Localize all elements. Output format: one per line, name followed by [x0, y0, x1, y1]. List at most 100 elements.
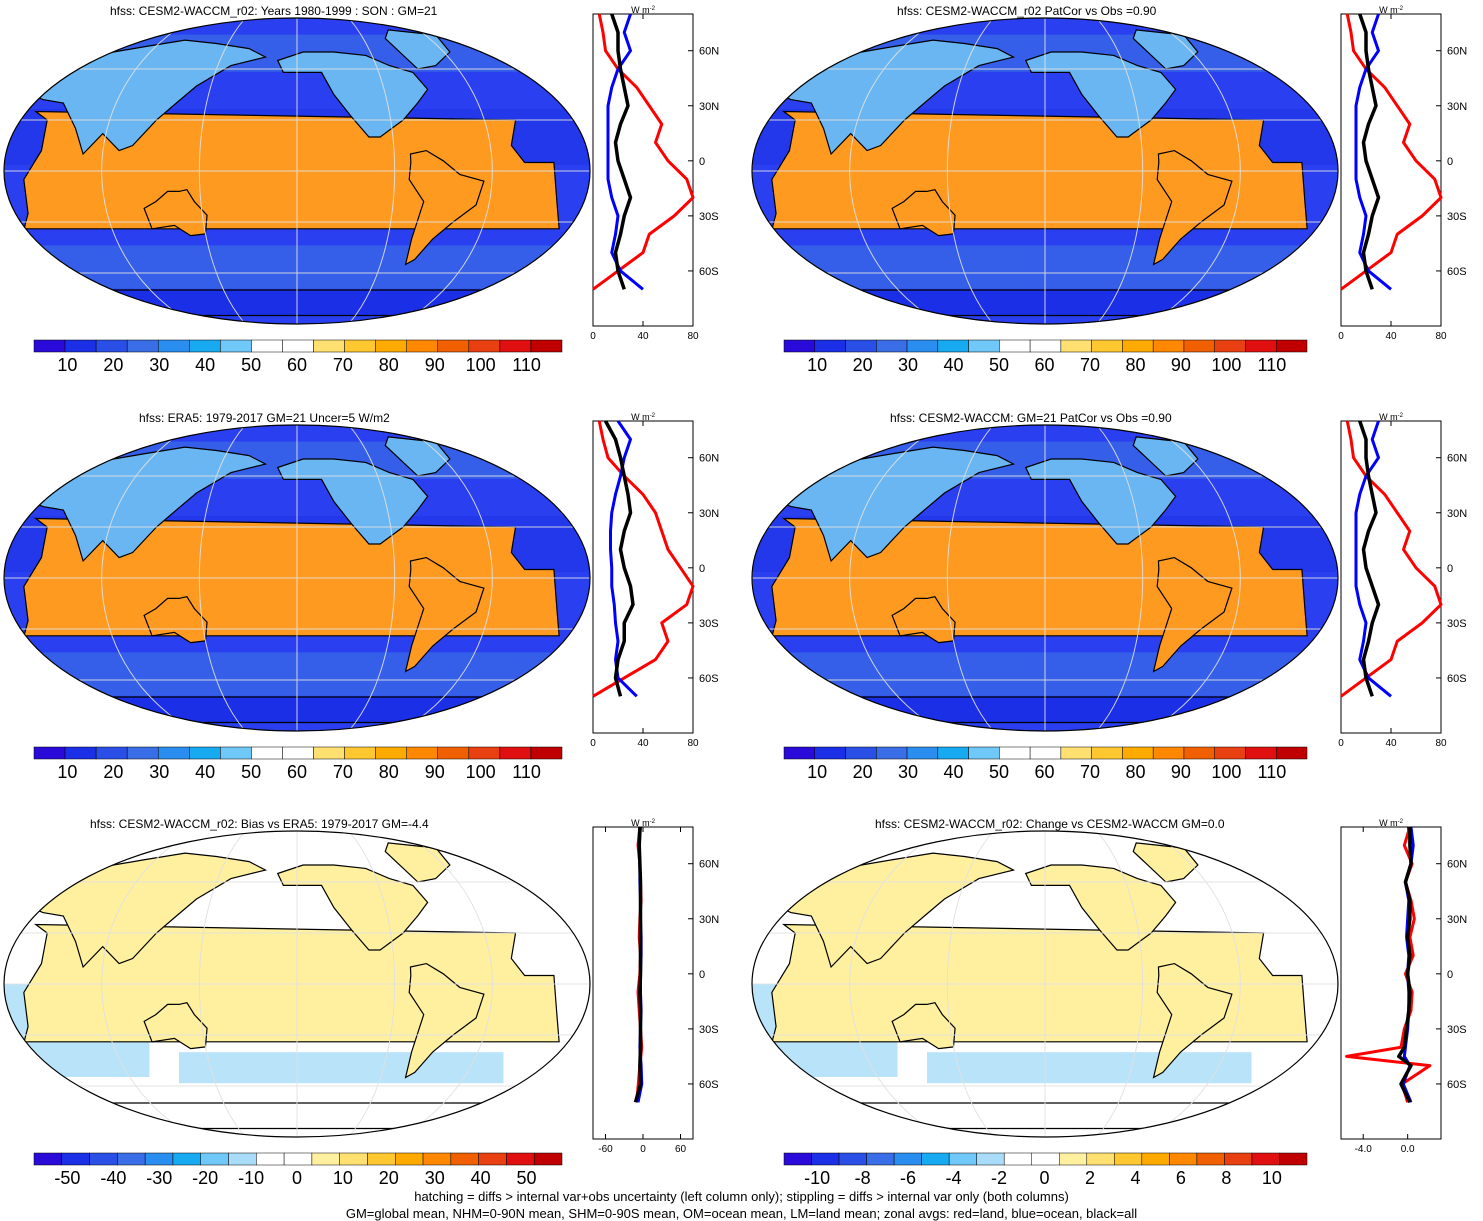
zonal-line-all — [1397, 827, 1413, 1104]
colorbar-swatch — [344, 339, 376, 353]
colorbar-swatch — [126, 746, 159, 760]
colorbar-swatch — [1183, 746, 1215, 760]
colorbar-swatch — [1224, 1152, 1253, 1166]
colorbar-swatch — [1059, 1152, 1088, 1166]
colorbar-swatch — [1091, 339, 1123, 353]
continent-south-america — [404, 962, 485, 1079]
zonal-line-land — [1340, 13, 1443, 291]
colorbar-tick-label: 90 — [424, 762, 445, 782]
colorbar-tick-label: -20 — [192, 1168, 219, 1188]
longitude-line — [1148, 831, 1241, 1137]
map-field — [4, 831, 590, 1137]
zonal-ytick-label: 0 — [1447, 563, 1453, 575]
colorbar-tick-label: -30 — [146, 1168, 173, 1188]
zonal-unit-sup: -2 — [1398, 6, 1404, 12]
colorbar — [783, 1152, 1308, 1166]
colorbar-tick-label: 20 — [378, 1168, 399, 1188]
zonal-ytick-label: 30S — [699, 1024, 719, 1036]
colorbar-tick-label: 2 — [1084, 1168, 1095, 1188]
longitude-line — [198, 18, 246, 324]
zonal-unit-label: W m-2 — [1379, 818, 1403, 828]
colorbar-labels: 10 20 30 40 50 60 70 80 90 100 110 — [783, 762, 1308, 786]
zonal-unit-sup: -2 — [650, 413, 656, 419]
zonal-xtick-label: 80 — [687, 331, 699, 342]
zonal-unit-label: W m-2 — [631, 5, 655, 15]
zonal-mean-plot: W m-2 60N 30N 0 30S 60S 0 40 80 — [1338, 412, 1467, 749]
map-border — [751, 17, 1339, 325]
zonal-ytick-label: 30N — [1447, 914, 1467, 926]
colorbar-tick-label: 10 — [57, 762, 78, 782]
colorbar-swatch — [948, 1152, 977, 1166]
colorbar-tick-label: 50 — [241, 355, 262, 375]
colorbar-swatch — [999, 339, 1031, 353]
colorbar-tick-label: 90 — [1170, 762, 1191, 782]
zonal-xtick-label: 40 — [637, 738, 649, 749]
colorbar-swatch — [282, 746, 314, 760]
zonal-line-all — [610, 13, 633, 290]
colorbar-tick-label: 40 — [943, 762, 964, 782]
colorbar-swatch — [1245, 339, 1277, 353]
continent-australia — [891, 596, 956, 644]
southern-ocean-bias — [927, 1052, 1252, 1084]
zonal-line-all — [633, 826, 643, 1103]
colorbar-swatch — [1275, 339, 1308, 353]
colorbar-swatch — [251, 746, 283, 760]
continent-south-america — [404, 556, 485, 673]
colorbar-tick-label: 20 — [852, 762, 873, 782]
colorbar-tick-label: 60 — [286, 355, 308, 375]
colorbar-swatch — [1060, 746, 1092, 760]
colorbar-swatch — [876, 339, 908, 353]
colorbar-swatch — [1214, 746, 1246, 760]
colorbar-swatch — [937, 339, 969, 353]
colorbar-tick-label: 100 — [1211, 355, 1242, 375]
colorbar-tick-label: 20 — [103, 355, 124, 375]
colorbar-swatch — [422, 1152, 452, 1166]
colorbar-swatch — [437, 746, 470, 760]
colorbar-swatch — [783, 1152, 812, 1166]
zonal-line-ocean — [1354, 13, 1392, 291]
zonal-xtick-label: 40 — [637, 331, 649, 342]
colorbar-tick-label: 50 — [241, 762, 262, 782]
colorbar-swatch — [814, 339, 846, 353]
colorbar — [33, 1152, 563, 1166]
zonal-mean-plot: W m-2 60N 30N 0 30S 60S -60 0 60 — [592, 818, 719, 1155]
map-border — [751, 424, 1339, 732]
colorbar-labels: 10 20 30 40 50 60 70 80 90 100 110 — [33, 762, 563, 786]
colorbar-swatch — [375, 339, 407, 353]
colorbar-swatch — [533, 1152, 563, 1166]
colorbar-swatch — [1060, 339, 1092, 353]
world-map — [3, 830, 591, 1138]
colorbar-tick-label: 50 — [989, 355, 1010, 375]
colorbar-swatch — [375, 746, 407, 760]
continent-south-america — [1152, 556, 1233, 673]
colorbar-tick-label: 110 — [1257, 762, 1287, 782]
colorbar-tick-label: 110 — [512, 355, 541, 375]
colorbar-swatch — [1141, 1152, 1170, 1166]
colorbar-swatch — [1031, 1152, 1060, 1166]
colorbar-swatch — [344, 746, 376, 760]
world-map — [751, 424, 1339, 732]
colorbar-swatch — [1122, 339, 1154, 353]
zonal-ytick-label: 30N — [1447, 508, 1467, 520]
colorbar-swatch — [1279, 1152, 1308, 1166]
zonal-unit-sup: -2 — [650, 819, 656, 825]
footer-note-2: GM=global mean, NHM=0-90N mean, SHM=0-90… — [345, 1206, 1138, 1221]
colorbar-tick-label: 30 — [898, 355, 919, 375]
zonal-ytick-label: 60S — [699, 1079, 719, 1091]
colorbar-swatch — [968, 339, 1000, 353]
colorbar-tick-label: 50 — [989, 762, 1010, 782]
colorbar-swatch — [33, 339, 66, 353]
colorbar-swatch — [499, 339, 532, 353]
colorbar-tick-label: 20 — [103, 762, 124, 782]
zonal-ytick-label: 60N — [699, 46, 719, 58]
colorbar-swatch — [220, 339, 252, 353]
colorbar-tick-label: 100 — [465, 355, 496, 375]
colorbar-swatch — [189, 339, 221, 353]
colorbar-swatch — [367, 1152, 396, 1166]
colorbar-tick-label: 30 — [898, 762, 919, 782]
colorbar-tick-label: 50 — [516, 1168, 537, 1188]
colorbar-swatch — [1214, 339, 1246, 353]
colorbar-swatch — [61, 1152, 90, 1166]
zonal-ytick-label: 30S — [1447, 618, 1467, 630]
longitude-line — [198, 425, 246, 731]
